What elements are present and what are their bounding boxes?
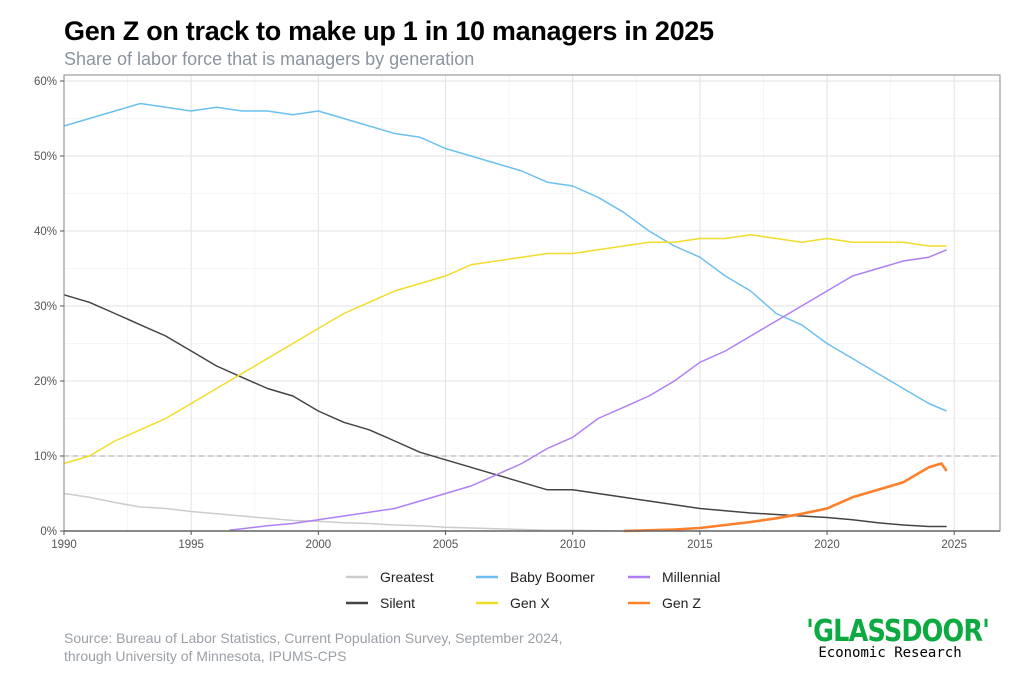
source-note: Source: Bureau of Labor Statistics, Curr… [64,629,563,665]
plot-frame [63,74,1001,532]
y-tick-label: 10% [34,451,57,463]
y-tick-label: 50% [34,151,57,163]
grid [63,75,1000,532]
legend-item-greatest: Greatest [346,569,434,585]
legend-label: Millennial [662,569,720,585]
logo-subtitle: Economic Research [818,645,962,661]
legend-item-silent: Silent [346,595,415,611]
y-tick-label: 0% [40,526,57,538]
legend-item-gen-x: Gen X [476,595,550,611]
x-tick-label: 2025 [941,539,967,551]
legend-label: Gen X [510,595,550,611]
legend-label: Gen Z [662,595,701,611]
legend-label: Silent [380,595,415,611]
legend-label: Greatest [380,569,434,585]
legend-item-gen-z: Gen Z [628,595,701,611]
x-tick-label: 2020 [814,539,840,551]
axes: 1990 1995 2000 2005 2010 2015 2020 2025 0% 10% 20%… [34,74,1001,551]
series-line-greatest [63,492,624,532]
x-tick-label: 2000 [306,539,332,551]
source-line-1: Source: Bureau of Labor Statistics, Curr… [64,630,563,646]
y-tick-label: 30% [34,301,57,313]
glassdoor-logo: 'GLASSDOOR' Economic Research [790,614,990,661]
series-line-silent [63,294,947,528]
legend-item-baby-boomer: Baby Boomer [476,569,595,585]
series-lines [63,102,948,533]
legend-item-millennial: Millennial [628,569,720,585]
x-tick-label: 2005 [433,539,459,551]
y-tick-label: 40% [34,226,57,238]
y-tick-label: 20% [34,376,57,388]
x-tick-label: 1990 [51,539,77,551]
legend: Greatest Silent Baby Boomer Gen X Millennial… [346,569,720,611]
series-line-gen-x [63,234,947,465]
chart-subtitle: Share of labor force that is managers by… [64,49,475,69]
source-line-2: through University of Minnesota, IPUMS-C… [64,648,347,664]
series-line-millennial [229,249,947,532]
series-line-gen-z [623,462,948,533]
y-tick-label: 60% [34,76,57,88]
series-line-baby-boomer [63,102,947,412]
x-tick-label: 2015 [687,539,713,551]
x-tick-label: 1995 [178,539,204,551]
logo-brand: 'GLASSDOOR' [806,614,990,649]
chart-title: Gen Z on track to make up 1 in 10 manage… [64,16,714,46]
x-tick-label: 2010 [560,539,586,551]
legend-label: Baby Boomer [510,569,595,585]
